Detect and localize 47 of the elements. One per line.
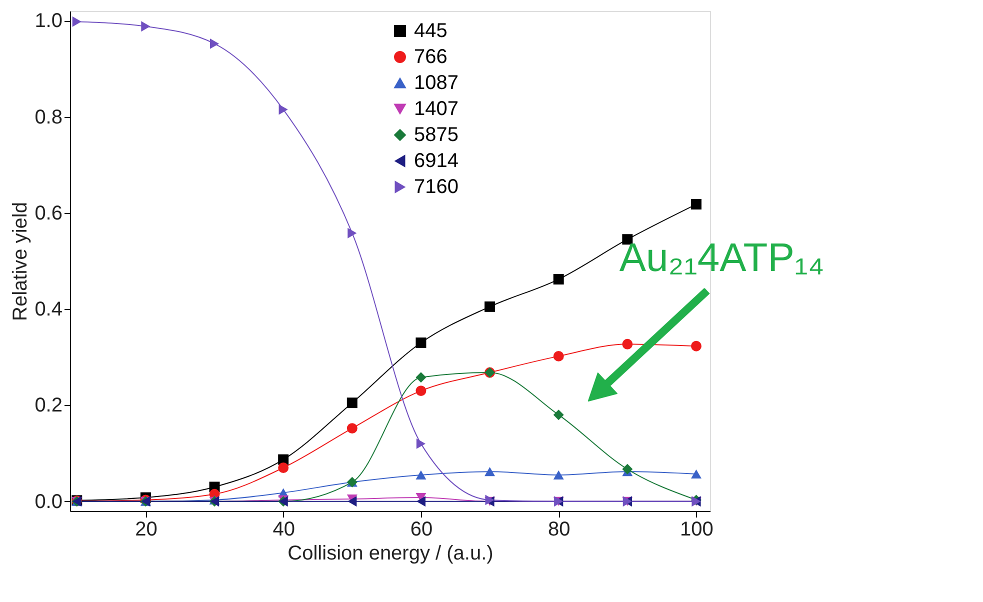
point xyxy=(416,372,426,383)
point xyxy=(622,464,633,474)
legend-label: 766 xyxy=(414,46,448,68)
y-tick-label: 0.8 xyxy=(34,106,62,128)
point xyxy=(278,104,288,115)
point xyxy=(348,496,357,507)
point xyxy=(348,228,357,238)
y-tick-label: 0.0 xyxy=(34,490,62,513)
point xyxy=(622,338,633,350)
point xyxy=(553,410,564,420)
point xyxy=(278,462,289,473)
point xyxy=(553,470,564,480)
y-tick-label: 0.4 xyxy=(34,298,62,321)
point xyxy=(484,467,496,476)
y-axis-title: Relative yield xyxy=(10,202,32,321)
y-tick-label: 0.6 xyxy=(34,202,62,224)
x-tick-label: 20 xyxy=(135,518,158,540)
point xyxy=(141,21,150,32)
point xyxy=(553,350,564,362)
legend-label: 7160 xyxy=(414,176,458,198)
point xyxy=(690,340,702,352)
x-tick-label: 100 xyxy=(680,518,714,540)
x-tick-label: 40 xyxy=(272,518,295,540)
y-tick-label: 1.0 xyxy=(34,10,62,32)
point xyxy=(416,386,426,396)
point xyxy=(416,496,426,507)
legend-label: 6914 xyxy=(414,150,458,172)
point xyxy=(484,301,496,312)
legend-label: 1087 xyxy=(414,72,458,94)
point xyxy=(690,199,702,210)
legend-label: 1407 xyxy=(414,98,458,120)
point xyxy=(72,16,82,27)
point xyxy=(416,438,426,449)
point xyxy=(553,274,564,285)
x-tick-label: 80 xyxy=(548,518,570,540)
point xyxy=(346,423,358,434)
legend-label: 5875 xyxy=(414,124,458,146)
legend-label: 445 xyxy=(414,20,448,42)
point xyxy=(416,337,426,348)
point xyxy=(416,470,426,480)
point xyxy=(346,398,358,408)
point xyxy=(210,38,220,49)
x-tick-label: 60 xyxy=(410,518,433,540)
y-tick-label: 0.2 xyxy=(34,394,62,417)
x-axis-title: Collision energy / (a.u.) xyxy=(288,542,494,564)
annotation: Au₂₁4ATP₁₄ xyxy=(619,236,824,280)
point xyxy=(690,469,702,479)
